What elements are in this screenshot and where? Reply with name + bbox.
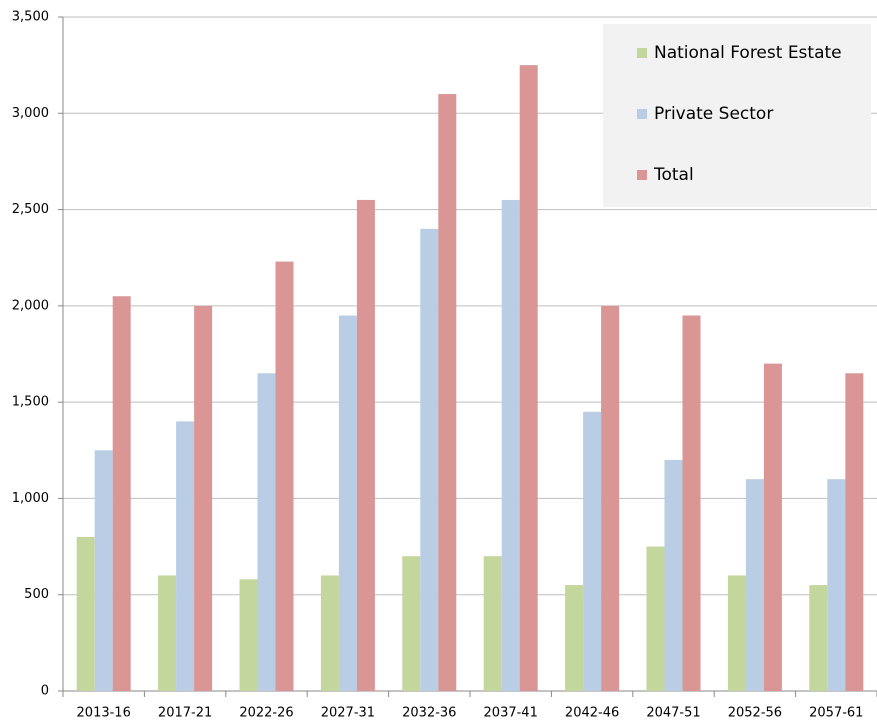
bar xyxy=(519,65,538,691)
bar xyxy=(420,228,439,692)
bar xyxy=(682,315,701,691)
bar xyxy=(483,556,502,691)
bar xyxy=(646,546,665,691)
x-tick-label: 2027-31 xyxy=(321,706,375,721)
bar xyxy=(809,585,828,691)
x-tick-label: 2013-16 xyxy=(77,706,131,721)
bar xyxy=(239,579,258,691)
y-tick-label: 1,500 xyxy=(12,395,49,410)
bar xyxy=(763,363,782,691)
bar xyxy=(845,373,864,691)
y-tick-label: 2,000 xyxy=(12,298,49,313)
x-tick-label: 2037-41 xyxy=(484,706,538,721)
legend-swatch xyxy=(637,48,647,58)
bar xyxy=(438,94,457,692)
bar xyxy=(745,479,764,691)
legend-swatch xyxy=(637,109,647,119)
bar xyxy=(664,459,683,691)
legend-box xyxy=(603,24,871,207)
y-tick-label: 3,500 xyxy=(12,10,49,25)
legend-label: National Forest Estate xyxy=(654,43,842,63)
bar xyxy=(158,575,177,691)
bar xyxy=(94,450,113,691)
x-tick-label: 2052-56 xyxy=(728,706,782,721)
y-tick-label: 1,000 xyxy=(12,491,49,506)
bar xyxy=(76,536,95,691)
x-tick-label: 2022-26 xyxy=(239,706,293,721)
bar xyxy=(565,585,584,691)
bar xyxy=(501,199,520,691)
x-tick-label: 2057-61 xyxy=(809,706,863,721)
bar xyxy=(727,575,746,691)
x-tick-label: 2047-51 xyxy=(646,706,700,721)
bar xyxy=(257,373,276,691)
y-tick-label: 0 xyxy=(41,684,49,699)
bar xyxy=(338,315,357,691)
bar xyxy=(356,199,375,691)
bar xyxy=(194,305,213,691)
bar xyxy=(275,261,294,691)
y-tick-label: 500 xyxy=(24,587,49,602)
x-tick-label: 2017-21 xyxy=(158,706,212,721)
bar xyxy=(320,575,339,691)
bar xyxy=(402,556,421,691)
x-tick-label: 2032-36 xyxy=(402,706,456,721)
y-tick-label: 2,500 xyxy=(12,202,49,217)
bar xyxy=(827,479,846,691)
bar xyxy=(583,411,602,691)
bar xyxy=(601,305,620,691)
legend-swatch xyxy=(637,170,647,180)
bar xyxy=(112,296,131,691)
y-tick-label: 3,000 xyxy=(12,106,49,121)
legend-label: Total xyxy=(653,165,694,185)
legend-label: Private Sector xyxy=(654,104,773,124)
bar xyxy=(176,421,195,691)
x-tick-label: 2042-46 xyxy=(565,706,619,721)
